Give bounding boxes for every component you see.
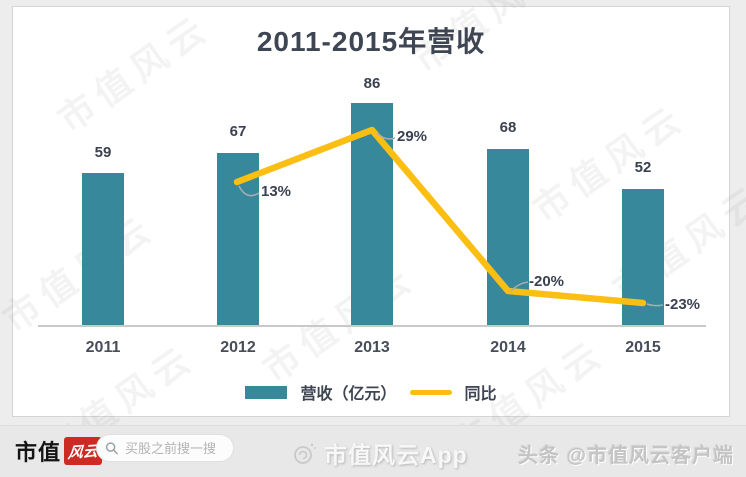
bar-value-label: 68 — [499, 119, 517, 136]
brand-logo-text: 风云 — [67, 442, 99, 462]
search-input[interactable] — [125, 440, 225, 456]
yoy-label: 29% — [397, 128, 428, 145]
x-axis-label: 2013 — [354, 339, 390, 356]
x-axis-line — [38, 325, 706, 327]
toutiao-watermark-text: 头条 @市值风云客户端 — [517, 445, 734, 467]
legend-bar-label: 营收（亿元） — [300, 386, 397, 403]
brand-logo: 市值 风云 — [15, 435, 103, 467]
bar-value-label: 52 — [634, 159, 652, 176]
bar-value-label: 59 — [94, 144, 112, 161]
bar-value-label: 86 — [363, 75, 381, 92]
legend-bar-swatch — [245, 385, 288, 399]
yoy-label: 13% — [261, 183, 292, 200]
search-box[interactable] — [96, 434, 234, 462]
search-icon[interactable] — [105, 441, 119, 456]
bar-2014 — [487, 149, 529, 326]
bar-2012 — [217, 153, 259, 326]
x-axis-label: 2012 — [220, 339, 256, 356]
app-watermark-text: 市值风云App — [324, 442, 468, 468]
footer-bar: 市值 风云 市值风云App 头条 @市值风云客户端 — [0, 425, 746, 477]
brand-logo-box: 风云 — [64, 437, 103, 465]
legend-line-label: 同比 — [464, 386, 497, 403]
legend: 营收（亿元） 同比 — [12, 380, 730, 404]
yoy-label: -23% — [665, 296, 701, 313]
x-axis-label: 2015 — [625, 339, 661, 356]
bar-2011 — [82, 173, 124, 326]
bar-value-label: 67 — [229, 123, 247, 140]
yoy-label: -20% — [529, 273, 565, 290]
app-watermark: 市值风云App — [292, 436, 468, 470]
chart-title: 2011-2015年营收 — [256, 26, 486, 57]
weibo-eye-icon — [294, 443, 316, 464]
bar-2013 — [351, 103, 393, 326]
x-axis-label: 2014 — [490, 339, 526, 356]
bar-2015 — [622, 189, 664, 326]
x-axis-label: 2011 — [85, 339, 121, 356]
brand-prefix-text: 市值 — [15, 440, 62, 465]
legend-line-swatch — [409, 389, 452, 395]
